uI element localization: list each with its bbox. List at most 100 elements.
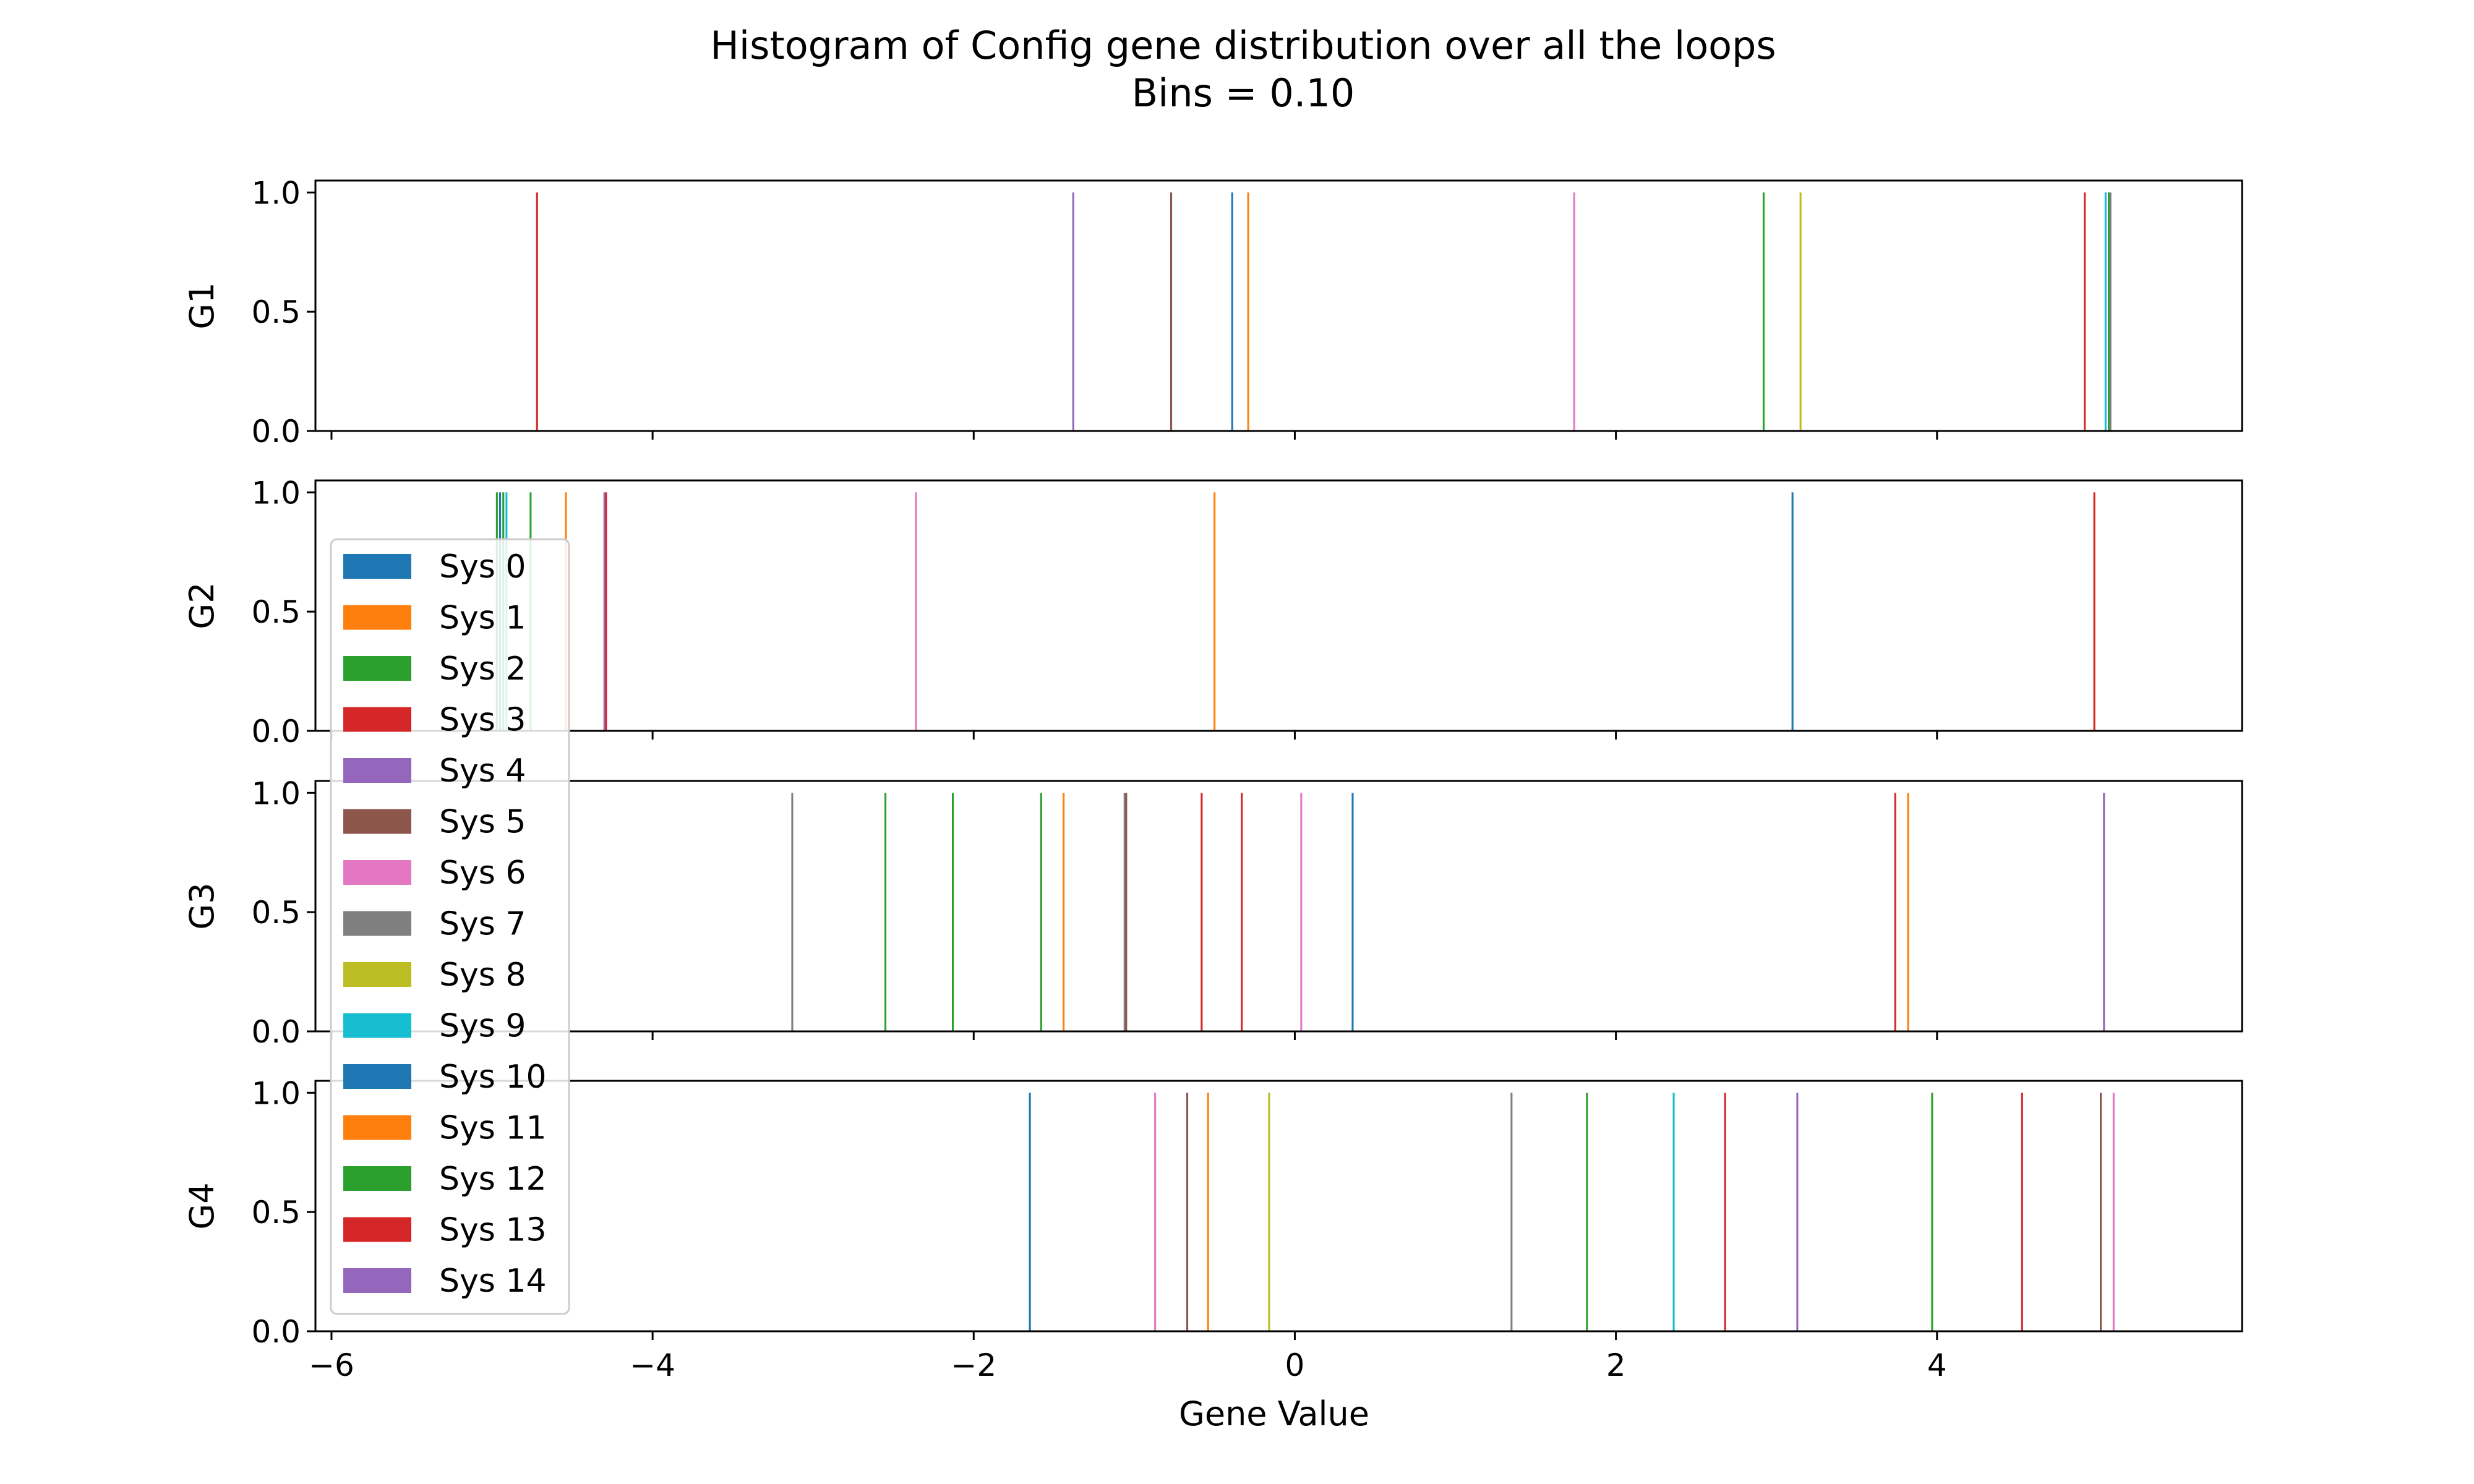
subplot-3: 0.0 0.5 1.0 G3 xyxy=(182,775,2243,1050)
histogram-bar xyxy=(2103,793,2105,1031)
y-tick-label: 1.0 xyxy=(251,1075,301,1111)
y-tick-label: 0.5 xyxy=(251,895,301,931)
x-axis-label: Gene Value xyxy=(1179,1394,1369,1433)
y-tick-label: 1.0 xyxy=(251,175,301,211)
legend-label: Sys 9 xyxy=(439,1008,526,1045)
subplots-group: 0.0 0.5 1.0 G1 0.0 0.5 1.0 G2 0.0 0.5 1.0 G3 0.0 0.5 1… xyxy=(182,175,2243,1383)
legend-label: Sys 7 xyxy=(439,906,526,943)
histogram-bar xyxy=(605,492,607,731)
legend-label: Sys 5 xyxy=(439,804,526,841)
x-tick-label: 4 xyxy=(1927,1347,1947,1383)
legend-item: Sys 8 xyxy=(343,957,526,994)
x-tick-label: 2 xyxy=(1606,1347,1626,1383)
histogram-bar xyxy=(1268,1093,1270,1331)
legend-label: Sys 13 xyxy=(439,1212,547,1249)
histogram-bar xyxy=(2084,192,2086,431)
axes-frame xyxy=(314,179,2243,432)
histogram-bar xyxy=(1672,1093,1675,1331)
legend-item: Sys 2 xyxy=(343,650,526,688)
histogram-bar xyxy=(1029,1093,1031,1331)
histogram-bar xyxy=(1201,793,1203,1031)
legend-swatch xyxy=(343,605,411,630)
legend-swatch xyxy=(343,911,411,936)
histogram-bar xyxy=(1213,492,1216,731)
chart-subtitle: Bins = 0.10 xyxy=(1132,70,1355,116)
histogram-bar xyxy=(2093,492,2095,731)
legend-swatch xyxy=(343,758,411,783)
y-axis-label: G2 xyxy=(182,582,221,629)
y-tick-label: 0.0 xyxy=(251,1014,301,1050)
legend-swatch xyxy=(343,1166,411,1191)
histogram-bar xyxy=(2100,1093,2102,1331)
legend-label: Sys 6 xyxy=(439,855,526,892)
x-tick-label: −2 xyxy=(951,1347,996,1383)
y-axis-label: G1 xyxy=(182,282,221,329)
legend-swatch xyxy=(343,554,411,579)
y-tick-label: 1.0 xyxy=(251,775,301,811)
histogram-bar xyxy=(1072,192,1074,431)
histogram-bar xyxy=(1586,1093,1588,1331)
y-tick-label: 1.0 xyxy=(251,475,301,511)
legend-label: Sys 10 xyxy=(439,1059,547,1096)
x-tick-label: −6 xyxy=(309,1347,354,1383)
axes-frame xyxy=(314,1080,2243,1333)
histogram-bar xyxy=(1186,1093,1189,1331)
histogram-bar xyxy=(791,793,794,1031)
legend-item: Sys 7 xyxy=(343,906,526,943)
histogram-bar xyxy=(2108,192,2110,431)
histogram-bar xyxy=(1207,1093,1209,1331)
legend-label: Sys 8 xyxy=(439,957,526,994)
legend-swatch xyxy=(343,656,411,681)
histogram-bar xyxy=(2021,1093,2023,1331)
legend-swatch xyxy=(343,1268,411,1293)
x-tick-label: −4 xyxy=(630,1347,675,1383)
histogram-bar xyxy=(1724,1093,1726,1331)
histogram-bar xyxy=(1894,793,1896,1031)
y-axis-label: G3 xyxy=(182,882,221,929)
legend-swatch xyxy=(343,1013,411,1038)
y-tick-label: 0.5 xyxy=(251,1195,301,1230)
legend-label: Sys 14 xyxy=(439,1263,547,1300)
legend-swatch xyxy=(343,707,411,732)
histogram-bar xyxy=(1762,192,1765,431)
legend-swatch xyxy=(343,1217,411,1242)
chart-title: Histogram of Config gene distribution ov… xyxy=(710,23,1776,68)
legend-label: Sys 1 xyxy=(439,600,526,637)
histogram-bar xyxy=(1241,793,1243,1031)
histogram-bar xyxy=(536,192,538,431)
histogram-bar xyxy=(1300,793,1303,1031)
y-axis-label: G4 xyxy=(182,1182,221,1229)
legend-item: Sys 13 xyxy=(343,1212,547,1249)
legend-label: Sys 4 xyxy=(439,753,526,790)
legend-swatch xyxy=(343,1064,411,1089)
legend-item: Sys 5 xyxy=(343,804,526,841)
legend-item: Sys 4 xyxy=(343,753,526,790)
legend-item: Sys 14 xyxy=(343,1263,547,1300)
histogram-bar xyxy=(1231,192,1233,431)
y-tick-label: 0.0 xyxy=(251,414,301,450)
histogram-bar xyxy=(1510,1093,1513,1331)
histogram-bar xyxy=(1247,192,1249,431)
histogram-bar xyxy=(1931,1093,1933,1331)
subplot-1: 0.0 0.5 1.0 G1 xyxy=(182,175,2243,450)
legend-item: Sys 3 xyxy=(343,702,526,739)
histogram-bar xyxy=(1799,192,1802,431)
legend-label: Sys 11 xyxy=(439,1110,547,1147)
histogram-bar xyxy=(1573,192,1575,431)
histogram-bar xyxy=(1791,492,1794,731)
histogram-bar xyxy=(1796,1093,1799,1331)
histogram-bar xyxy=(1154,1093,1157,1331)
histogram-bar xyxy=(884,793,887,1031)
legend-label: Sys 12 xyxy=(439,1161,547,1198)
legend-item: Sys 0 xyxy=(343,548,526,586)
legend-label: Sys 0 xyxy=(439,548,526,586)
axes-frame xyxy=(314,479,2243,732)
histogram-bar xyxy=(1351,793,1354,1031)
legend-swatch xyxy=(343,1115,411,1140)
y-tick-label: 0.5 xyxy=(251,294,301,330)
legend-label: Sys 3 xyxy=(439,702,526,739)
legend-swatch xyxy=(343,962,411,987)
histogram-bar xyxy=(2112,1093,2115,1331)
histogram-bar xyxy=(1170,192,1173,431)
